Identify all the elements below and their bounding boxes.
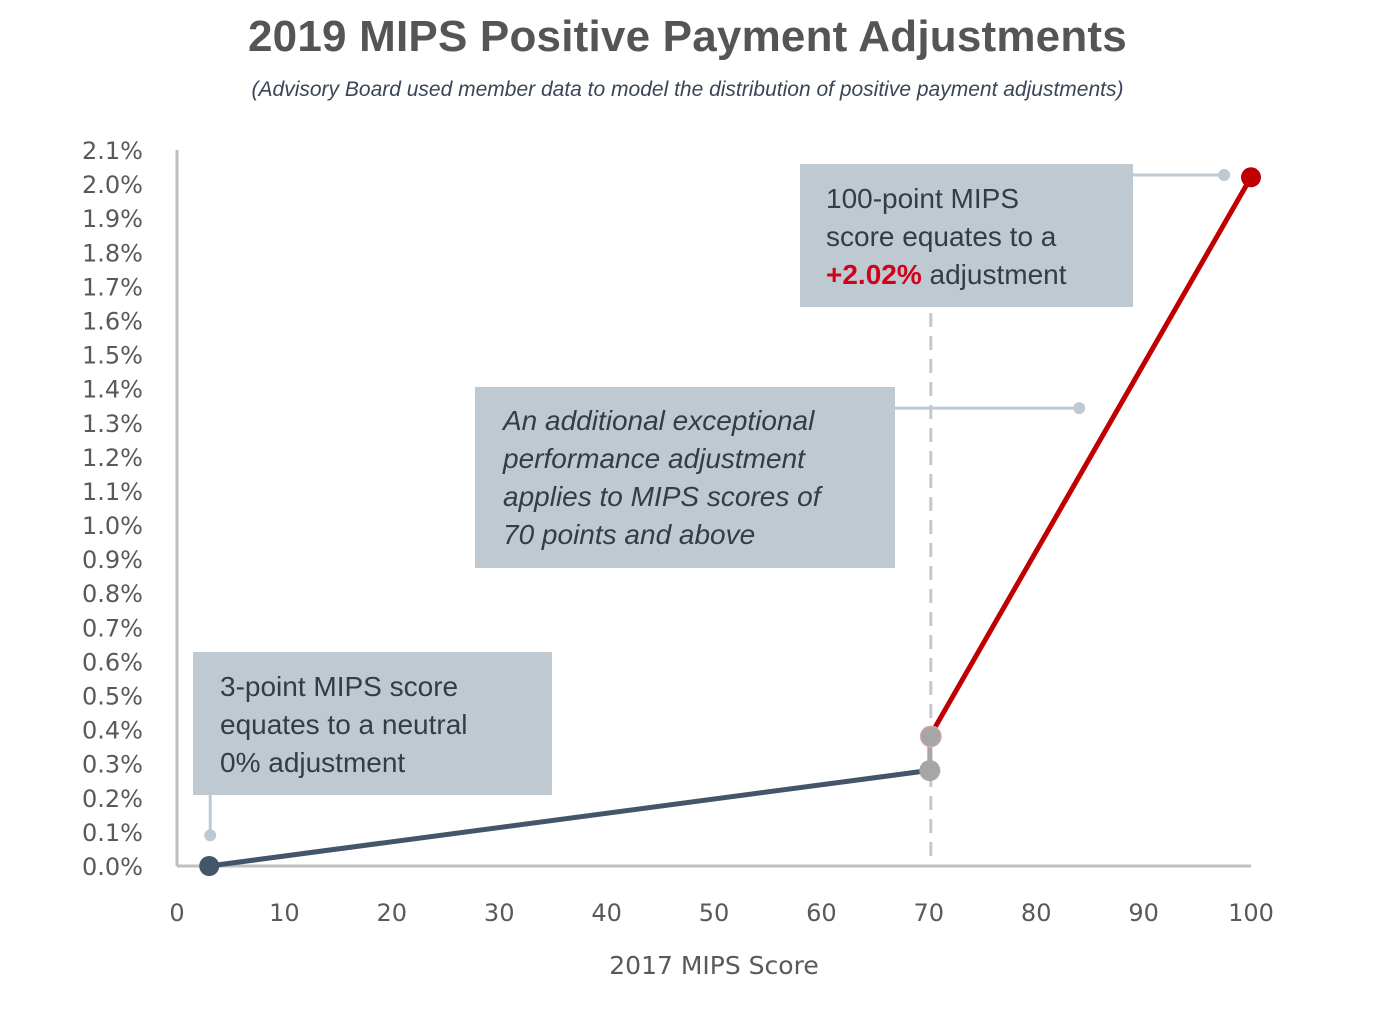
x-tick-label: 80 <box>1021 899 1052 927</box>
callout-line: equates to a neutral <box>220 709 468 740</box>
y-tick-label: 0.1% <box>82 819 143 847</box>
y-tick-label: 0.0% <box>82 853 143 881</box>
leader-dot-exceptional <box>1073 402 1086 415</box>
x-tick-label: 20 <box>377 899 408 927</box>
x-tick-label: 60 <box>806 899 837 927</box>
y-tick-label: 1.8% <box>82 239 143 267</box>
series-line-base <box>206 768 932 869</box>
y-tick-label: 0.5% <box>82 683 143 711</box>
y-tick-label: 1.7% <box>82 273 143 301</box>
data-point-end <box>1241 167 1261 188</box>
y-tick-label: 0.2% <box>82 785 143 813</box>
y-tick-label: 0.7% <box>82 614 143 642</box>
y-tick-label: 1.1% <box>82 478 143 506</box>
y-tick-label: 0.9% <box>82 546 143 574</box>
x-tick-label: 40 <box>591 899 622 927</box>
y-tick-label: 1.3% <box>82 410 143 438</box>
y-tick-label: 0.3% <box>82 751 143 779</box>
callout-exceptional-performance: An additional exceptional performance ad… <box>475 387 895 568</box>
chart-subtitle: (Advisory Board used member data to mode… <box>251 78 1124 101</box>
annotation-leaders <box>204 169 1231 842</box>
callout-line: score equates to a <box>826 221 1057 252</box>
callout-line: 100-point MIPS <box>826 183 1019 214</box>
x-axis-ticks: 0 10 20 30 40 50 60 70 80 90 100 <box>169 899 1274 927</box>
callout-line: 3-point MIPS score <box>220 671 459 702</box>
y-tick-label: 1.5% <box>82 342 143 370</box>
callout-text: adjustment <box>921 259 1067 290</box>
series-line-exceptional <box>927 174 1254 739</box>
y-tick-label: 2.1% <box>82 137 143 165</box>
y-tick-label: 1.9% <box>82 205 143 233</box>
data-point-start <box>199 856 220 876</box>
x-tick-label: 50 <box>699 899 730 927</box>
y-axis-ticks: 0.0% 0.1% 0.2% 0.3% 0.4% 0.5% 0.6% 0.7% 0.8% 0.9%… <box>82 137 143 881</box>
chart-title: 2019 MIPS Positive Payment Adjustments <box>248 12 1127 61</box>
y-tick-label: 0.6% <box>82 648 143 676</box>
x-tick-label: 90 <box>1128 899 1159 927</box>
callout-neutral-adjustment: 3-point MIPS score equates to a neutral … <box>193 652 552 795</box>
y-tick-label: 1.6% <box>82 307 143 335</box>
y-tick-label: 2.0% <box>82 171 143 199</box>
y-tick-label: 0.4% <box>82 717 143 745</box>
y-tick-label: 1.0% <box>82 512 143 540</box>
callout-max-adjustment: 100-point MIPS score equates to a +2.02%… <box>800 164 1133 307</box>
callout-line: An additional exceptional <box>503 405 815 436</box>
highlight-value: +2.02% <box>826 259 922 290</box>
x-tick-label: 10 <box>269 899 300 927</box>
leader-dot-max <box>1218 169 1231 181</box>
x-tick-label: 0 <box>169 899 184 927</box>
callout-line: applies to MIPS scores of <box>503 481 821 512</box>
callout-line: 70 points and above <box>503 519 756 550</box>
y-tick-label: 0.8% <box>82 580 143 608</box>
x-tick-label: 70 <box>914 899 945 927</box>
leader-dot-neutral <box>204 829 217 842</box>
data-point-exceptional-70 <box>919 725 942 748</box>
series-group <box>199 167 1261 876</box>
y-tick-label: 1.2% <box>82 444 143 472</box>
callout-line: performance adjustment <box>503 443 805 474</box>
x-tick-label: 30 <box>484 899 515 927</box>
x-tick-label: 100 <box>1228 899 1274 927</box>
callout-line: 0% adjustment <box>220 747 406 778</box>
y-tick-label: 1.4% <box>82 376 143 404</box>
callout-line: +2.02% adjustment <box>826 256 1133 294</box>
data-point-base-70 <box>919 760 941 782</box>
x-axis-label: 2017 MIPS Score <box>609 951 818 980</box>
